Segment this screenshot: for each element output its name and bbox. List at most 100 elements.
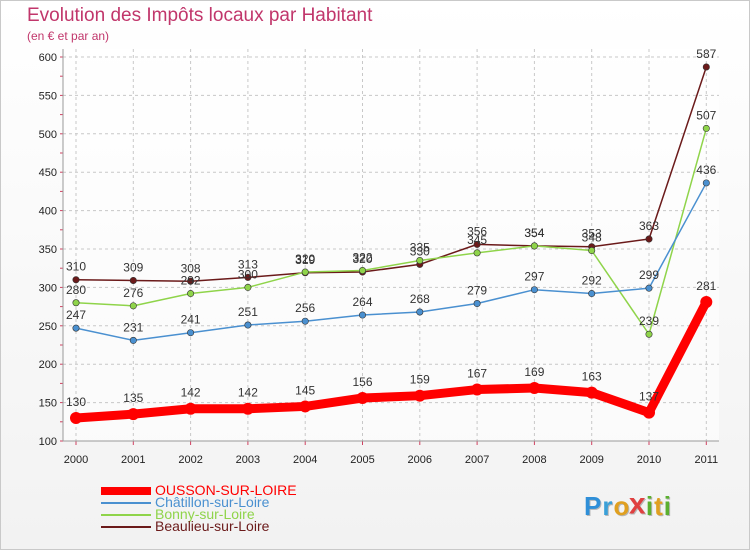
logo-letter: x — [629, 485, 647, 521]
legend-label: OUSSON-SUR-LOIRE — [155, 482, 297, 498]
data-label: 310 — [66, 260, 86, 274]
y-tick-label: 450 — [39, 167, 57, 179]
data-label: 137 — [639, 390, 659, 404]
data-point — [645, 235, 653, 243]
y-tick-label: 350 — [39, 244, 57, 256]
y-tick-label: 250 — [39, 321, 57, 333]
legend-label: Bonny-sur-Loire — [155, 506, 255, 522]
data-point — [473, 240, 481, 248]
data-label: 353 — [582, 227, 602, 241]
logo-letter: t — [654, 491, 664, 521]
data-point — [645, 284, 653, 292]
data-label: 292 — [582, 274, 602, 288]
chart-subtitle: (en € et par an) — [27, 29, 110, 43]
proxiti-logo: Proxiti — [584, 486, 672, 522]
x-tick-label: 2007 — [465, 454, 489, 466]
data-label: 292 — [181, 274, 201, 288]
data-point — [358, 311, 366, 319]
data-point — [129, 276, 137, 284]
data-label: 297 — [524, 270, 544, 284]
data-label: 231 — [123, 320, 143, 334]
data-label: 159 — [410, 373, 430, 387]
data-label: 356 — [467, 224, 487, 238]
data-label: 348 — [582, 231, 602, 245]
data-point — [530, 242, 538, 250]
data-point — [129, 302, 137, 310]
data-point — [184, 402, 197, 415]
data-point — [416, 308, 424, 316]
data-point — [187, 329, 195, 337]
data-point — [244, 321, 252, 329]
data-label: 345 — [467, 233, 487, 247]
logo-letter: o — [613, 491, 631, 521]
data-label: 300 — [238, 267, 258, 281]
data-label: 142 — [181, 386, 201, 400]
data-point — [700, 295, 713, 308]
y-tick-label: 600 — [39, 52, 57, 64]
x-tick-label: 2010 — [637, 454, 661, 466]
data-point — [70, 411, 82, 424]
data-point — [588, 290, 596, 298]
logo-letter: i — [645, 491, 655, 521]
data-label: 276 — [123, 286, 143, 300]
data-point — [416, 257, 424, 265]
data-label: 354 — [524, 226, 544, 240]
data-label: 135 — [123, 391, 143, 405]
data-label: 507 — [696, 108, 716, 122]
data-label: 169 — [524, 365, 544, 379]
legend-swatch — [101, 487, 151, 495]
data-label: 156 — [352, 375, 372, 389]
data-label: 320 — [295, 252, 315, 266]
data-label: 313 — [238, 257, 258, 271]
data-label: 436 — [696, 163, 716, 177]
data-label: 335 — [410, 241, 430, 255]
y-tick-label: 400 — [39, 206, 57, 218]
data-label: 363 — [639, 219, 659, 233]
x-tick-label: 2003 — [236, 454, 260, 466]
y-tick-label: 200 — [39, 359, 57, 371]
x-tick-label: 2005 — [350, 454, 374, 466]
series-line — [75, 66, 708, 283]
series-line — [71, 297, 711, 423]
data-point — [129, 336, 137, 344]
legend-label: Beaulieu-sur-Loire — [155, 518, 270, 534]
data-label: 299 — [639, 268, 659, 282]
data-point — [471, 383, 484, 396]
data-label: 167 — [467, 367, 487, 381]
data-point — [72, 324, 80, 332]
data-label: 322 — [352, 251, 372, 265]
data-point — [301, 317, 309, 325]
data-label: 309 — [123, 260, 143, 274]
data-label: 587 — [696, 47, 716, 61]
legend-swatch — [101, 514, 151, 516]
y-tick-label: 100 — [39, 436, 57, 448]
data-point — [356, 391, 369, 404]
data-label: 247 — [66, 308, 86, 322]
data-label: 281 — [696, 279, 716, 293]
x-tick-label: 2006 — [408, 454, 432, 466]
logo-letter: i — [663, 491, 672, 521]
data-label: 320 — [352, 252, 372, 266]
data-point — [530, 286, 538, 294]
data-label: 354 — [524, 226, 544, 240]
data-label: 130 — [66, 395, 86, 409]
y-tick-label: 150 — [39, 398, 57, 410]
data-point — [473, 249, 481, 257]
x-tick-label: 2002 — [178, 454, 202, 466]
data-point — [241, 402, 254, 415]
legend-swatch — [101, 526, 151, 528]
data-label: 239 — [639, 314, 659, 328]
data-point — [301, 268, 309, 276]
data-point — [702, 179, 710, 187]
data-point — [187, 290, 195, 298]
data-point — [299, 400, 312, 413]
data-label: 330 — [410, 244, 430, 258]
y-tick-label: 300 — [39, 282, 57, 294]
data-point — [358, 267, 366, 275]
data-label: 280 — [66, 283, 86, 297]
data-label: 264 — [352, 295, 372, 309]
data-point — [702, 124, 710, 132]
y-tick-label: 500 — [39, 129, 57, 141]
